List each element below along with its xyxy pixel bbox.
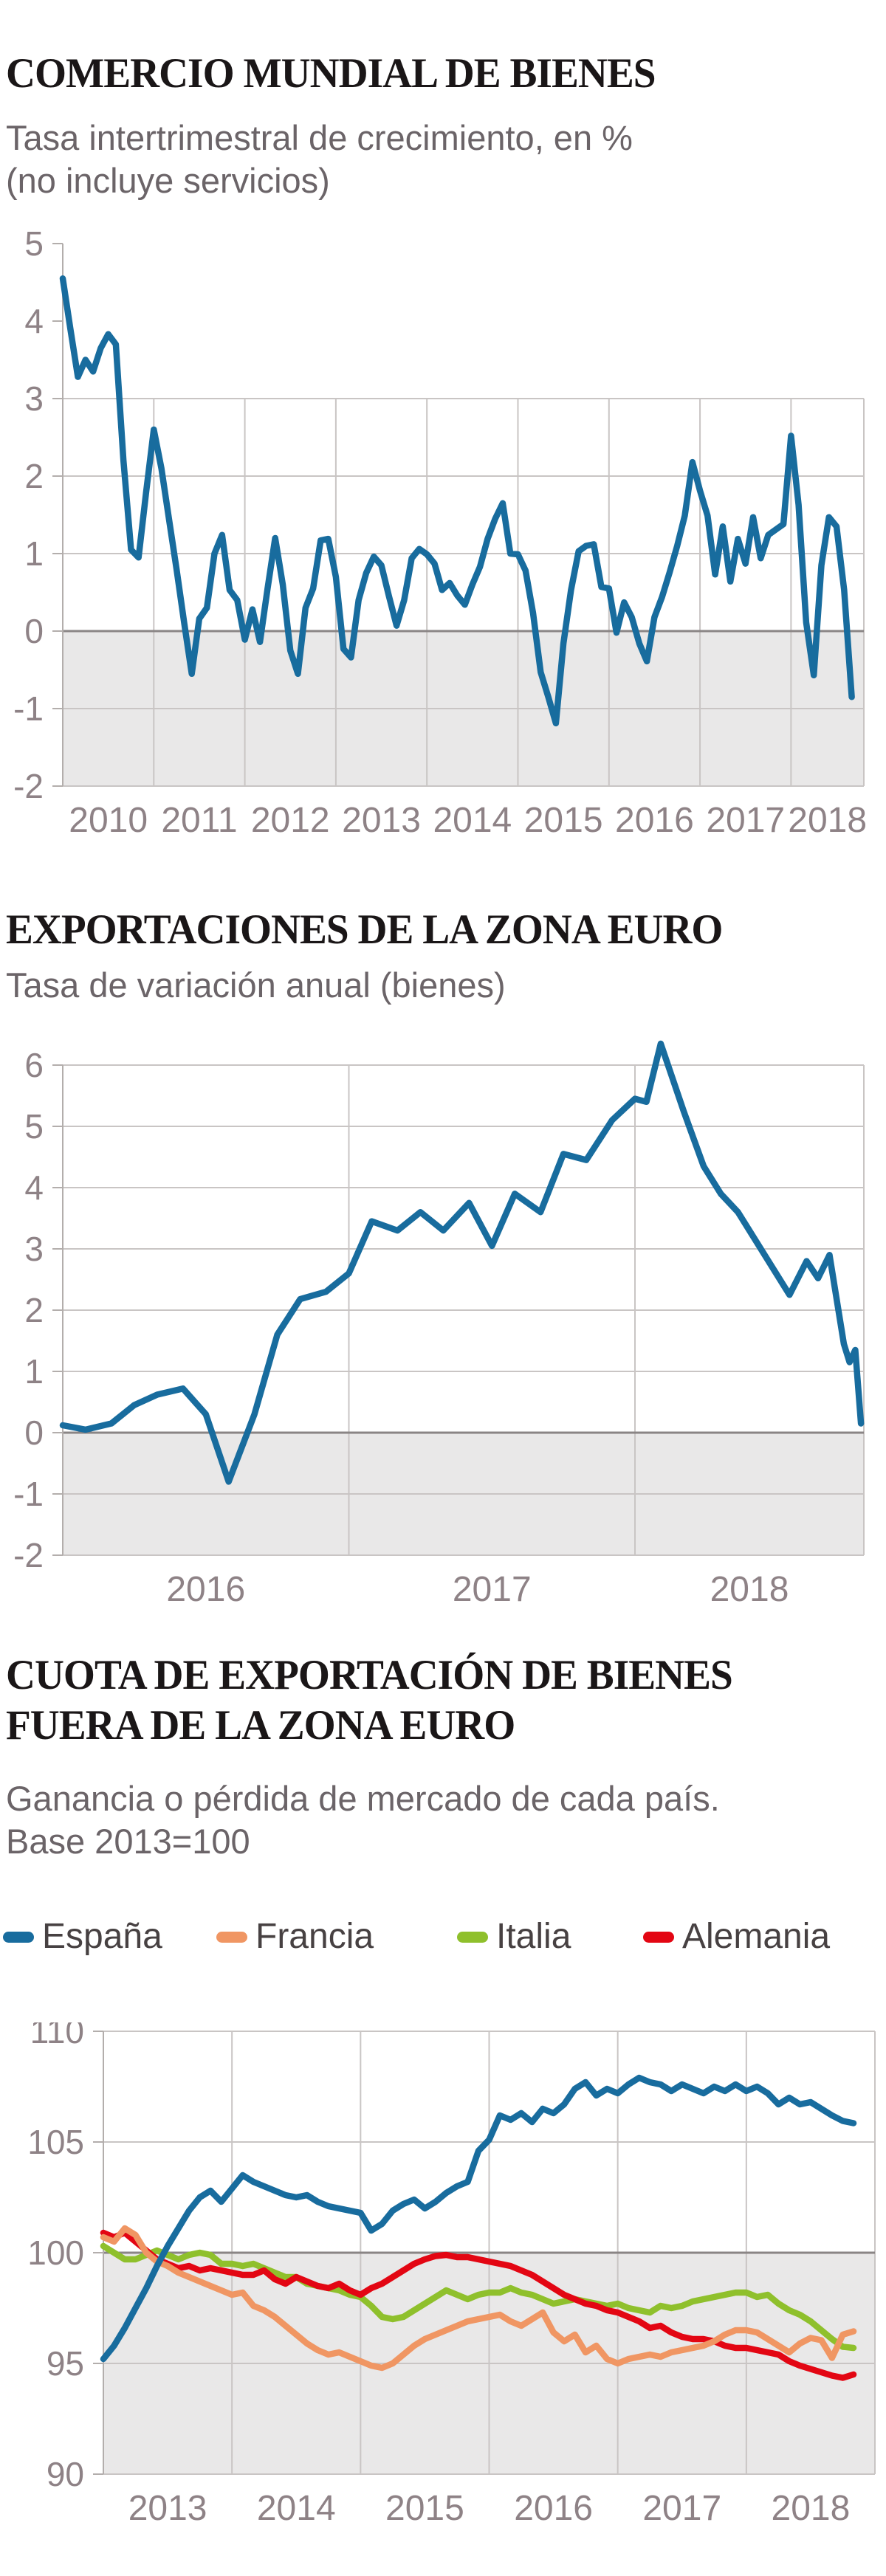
legend-item-francia: Francia xyxy=(216,1916,374,1957)
y-tick-label: 2 xyxy=(24,457,44,495)
series-line-alemania xyxy=(100,2229,857,2381)
chart-export-share: 110 105 100 95 90 2013 2014 2015 2016 2017 2018 xyxy=(27,2022,876,2528)
figure3-subtitle: Ganancia o pérdida de mercado de cada pa… xyxy=(6,1777,720,1863)
y-tick-label: 5 xyxy=(24,229,44,263)
y-tick-label: 1 xyxy=(24,1352,44,1391)
legend-label: Francia xyxy=(255,1917,374,1956)
legend-label: Italia xyxy=(496,1917,571,1956)
chart-eurozone-exports: 6 5 4 3 2 1 0 -1 -2 2016 2017 2018 xyxy=(13,1040,865,1609)
x-tick-label: 2015 xyxy=(524,801,603,840)
series-line-italia xyxy=(100,2242,857,2352)
y-tick-label: -2 xyxy=(13,1536,44,1574)
x-tick-label: 2012 xyxy=(251,801,330,840)
x-tick-label: 2014 xyxy=(257,2489,336,2528)
legend-swatch-icon xyxy=(3,1931,34,1943)
figure1-subtitle: Tasa intertrimestral de crecimiento, en … xyxy=(6,117,633,202)
y-tick-label: 3 xyxy=(24,1230,44,1268)
series-line-comercio-mundial-de-bienes xyxy=(59,275,855,727)
x-tick-label: 2011 xyxy=(161,801,237,840)
legend-swatch-icon xyxy=(216,1931,247,1943)
legend-swatch-icon xyxy=(457,1931,488,1943)
figure2-subtitle-line1: Tasa de variación anual (bienes) xyxy=(6,965,506,1005)
x-tick-label: 2017 xyxy=(453,1570,532,1609)
chart-legend: España Francia Italia Alemania xyxy=(0,1916,886,1957)
figure1-title: COMERCIO MUNDIAL DE BIENES xyxy=(6,50,656,97)
legend-swatch-icon xyxy=(643,1931,674,1943)
x-tick-label: 2016 xyxy=(615,801,694,840)
x-tick-label: 2013 xyxy=(128,2489,207,2528)
legend-item-alemania: Alemania xyxy=(643,1916,830,1957)
y-tick-label: 0 xyxy=(24,612,44,650)
x-tick-label: 2018 xyxy=(772,2489,851,2528)
y-tick-label: 100 xyxy=(27,2234,84,2272)
figure3-title-line1: CUOTA DE EXPORTACIÓN DE BIENES xyxy=(6,1652,733,1698)
y-tick-label: 5 xyxy=(24,1107,44,1146)
y-tick-label: 2 xyxy=(24,1291,44,1329)
y-tick-label: 105 xyxy=(27,2123,84,2161)
y-tick-label: 4 xyxy=(24,1168,44,1207)
y-tick-label: 1 xyxy=(24,534,44,573)
y-tick-label: 95 xyxy=(47,2344,84,2383)
legend-label: Alemania xyxy=(682,1917,831,1956)
x-tick-label: 2017 xyxy=(642,2489,721,2528)
y-tick-label: -1 xyxy=(13,1475,44,1513)
legend-item-españa: España xyxy=(3,1916,162,1957)
series-line-espa-a xyxy=(100,2074,857,2363)
y-tick-label: 4 xyxy=(24,302,44,340)
y-tick-label: 6 xyxy=(24,1046,44,1084)
figure1-subtitle-line1: Tasa intertrimestral de crecimiento, en … xyxy=(6,118,633,157)
y-tick-label: 0 xyxy=(24,1413,44,1452)
x-tick-label: 2017 xyxy=(706,801,785,840)
x-tick-label: 2013 xyxy=(342,801,421,840)
x-tick-label: 2010 xyxy=(69,801,148,840)
legend-label: España xyxy=(42,1917,162,1956)
y-tick-label: -2 xyxy=(13,767,44,805)
x-tick-label: 2016 xyxy=(514,2489,593,2528)
figure3-subtitle-line1: Ganancia o pérdida de mercado de cada pa… xyxy=(6,1779,720,1818)
y-tick-label: 110 xyxy=(30,2022,84,2050)
chart-world-trade: 5 4 3 2 1 0 -1 -2 2010 2011 2012 2013 2014 2015 2016 20… xyxy=(13,229,867,840)
series-line-francia xyxy=(100,2225,857,2372)
y-tick-label: 90 xyxy=(47,2455,84,2493)
x-tick-label: 2014 xyxy=(433,801,512,840)
y-tick-label: -1 xyxy=(13,689,44,728)
x-tick-label: 2018 xyxy=(788,801,867,840)
figure2-title: EXPORTACIONES DE LA ZONA EURO xyxy=(6,906,723,953)
figure2-subtitle: Tasa de variación anual (bienes) xyxy=(6,964,506,1007)
y-tick-label: 3 xyxy=(24,379,44,418)
figure3-title: CUOTA DE EXPORTACIÓN DE BIENES FUERA DE L… xyxy=(6,1650,733,1751)
figure3-title-line2: FUERA DE LA ZONA EURO xyxy=(6,1702,515,1749)
x-tick-label: 2016 xyxy=(166,1570,245,1609)
legend-item-italia: Italia xyxy=(457,1916,571,1957)
figure3-subtitle-line2: Base 2013=100 xyxy=(6,1822,250,1861)
figure1-subtitle-line2: (no incluye servicios) xyxy=(6,161,330,200)
series-line-exportaciones-zona-euro xyxy=(59,1040,865,1485)
x-tick-label: 2015 xyxy=(385,2489,464,2528)
x-tick-label: 2018 xyxy=(710,1570,789,1609)
